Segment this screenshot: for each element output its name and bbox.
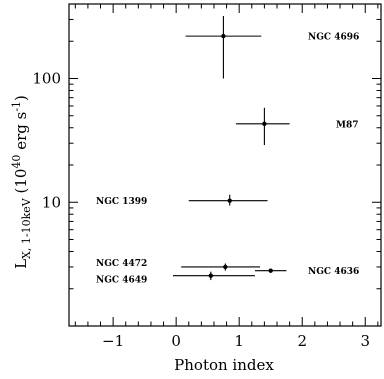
point-label: NGC 4636	[308, 267, 359, 277]
x-tick-label: 2	[297, 332, 307, 350]
data-point: NGC 4472	[96, 259, 260, 271]
data-marker	[208, 273, 214, 278]
data-point: NGC 1399	[96, 194, 268, 207]
data-marker	[227, 198, 232, 203]
x-axis-title: Photon index	[174, 356, 274, 374]
data-marker	[221, 33, 226, 39]
x-tick-label: 3	[360, 332, 370, 350]
data-point: NGC 4636	[254, 267, 359, 277]
y-axis-title-close: )	[12, 95, 30, 101]
y-axis-title-units-2: erg s	[12, 112, 30, 155]
point-label: NGC 4472	[96, 259, 147, 269]
data-marker	[262, 121, 267, 127]
y-axis-title-main: L	[12, 259, 30, 269]
tick-labels-group: −1 0 1 2 3 10 100	[32, 70, 370, 350]
y-tick-label: 10	[42, 193, 61, 211]
y-tick-label: 100	[32, 70, 61, 88]
y-axis-title-exp-2: -1	[10, 101, 23, 112]
y-axis-title-sub: X, 1-10keV	[20, 197, 33, 259]
point-label: NGC 1399	[96, 197, 147, 207]
data-marker	[268, 268, 273, 273]
tick-marks-group	[69, 3, 381, 327]
data-marker	[223, 264, 228, 270]
data-points-group: NGC 4696 M87 NGC 1399 NGC 4472 NGC 4649 NGC 4…	[96, 15, 359, 286]
data-point: NGC 4649	[96, 271, 255, 286]
x-tick-label: 1	[234, 332, 244, 350]
x-tick-label: 0	[171, 332, 181, 350]
data-point: NGC 4696	[185, 15, 359, 79]
y-axis-title-exp: 40	[10, 155, 23, 169]
data-point: M87	[236, 107, 359, 146]
y-axis-title: LX, 1-10keV (1040 erg s-1)	[10, 95, 33, 269]
x-tick-label: −1	[102, 332, 124, 350]
point-label: NGC 4696	[308, 33, 359, 43]
point-label: NGC 4649	[96, 276, 147, 286]
y-axis-title-units: (10	[12, 169, 30, 199]
point-label: M87	[336, 120, 359, 130]
